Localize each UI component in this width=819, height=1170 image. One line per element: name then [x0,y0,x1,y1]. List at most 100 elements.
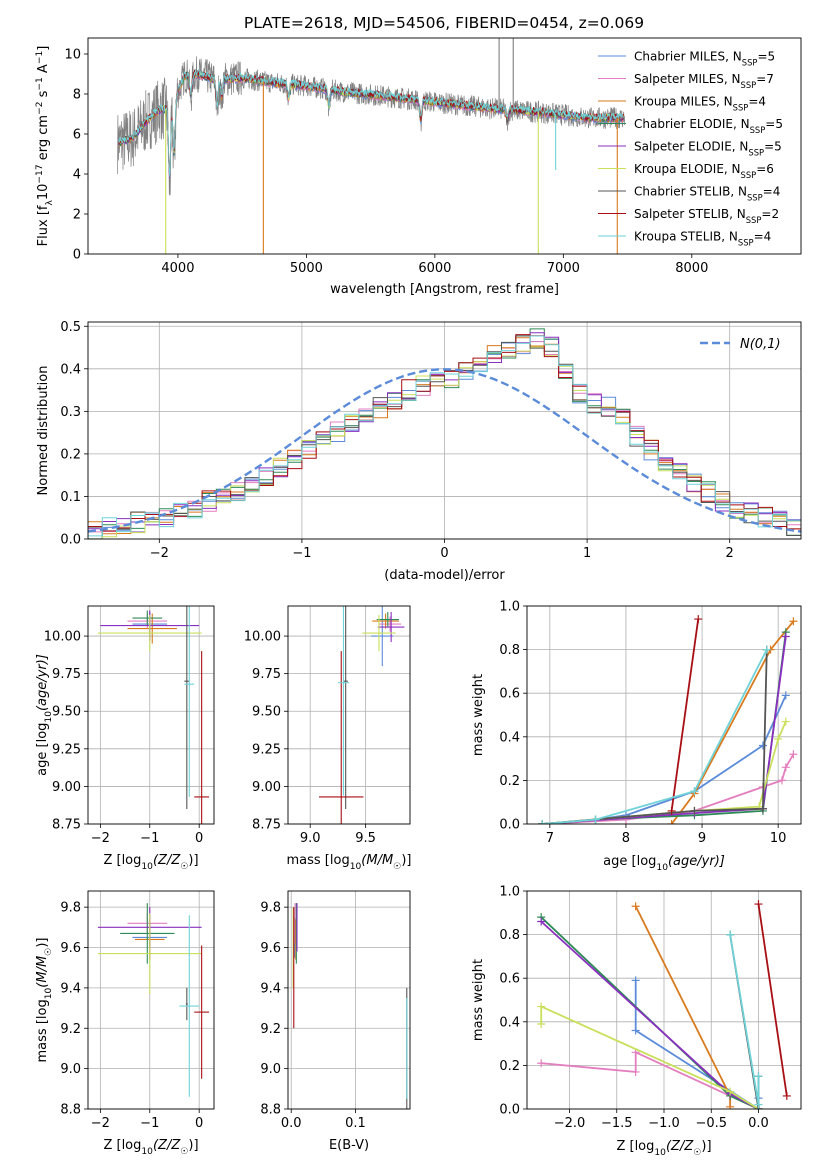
weight-marker-kroupa-elodie [537,1019,546,1028]
y-tick-label: 8.8 [60,1103,81,1118]
y-tick-label: 9.4 [60,981,81,996]
y-axis-label-part: 10 [44,711,54,723]
x-axis-label-part: )] [188,853,198,868]
weight-marker-kroupa-stelib [726,930,735,939]
weight-marker-salpeter-miles [631,1067,640,1076]
y-axis-label: age [log10(age/yr)] [35,654,54,776]
y-axis-label: mass weight [471,674,486,756]
plot-area [97,903,210,1097]
weight-line-kroupa-stelib [542,649,768,824]
x-axis-label-part: )] [701,1139,711,1154]
x-tick-label: −2 [91,1116,110,1131]
legend-label-kroupa-miles-part: SSP [733,103,749,113]
y-tick-label: 8.75 [52,818,81,833]
y-tick-label: 0.6 [499,687,520,702]
weight-marker-kroupa-elodie [781,717,790,726]
legend-label-normal: N(0,1) [740,337,781,352]
y-tick-label: 0 [73,248,81,263]
legend-label-chabrier-stelib-part: SSP [747,193,763,203]
y-tick-label: 6 [73,128,81,143]
x-axis-label-part: )] [188,1138,198,1153]
axes-frame [87,321,802,540]
weight-line-salpeter-stelib [670,618,700,812]
x-tick-label: 0.0 [281,1116,302,1131]
y-tick-label: 8.75 [252,818,281,833]
x-axis-label-part: age [log [603,854,656,869]
legend-label-kroupa-stelib-part: =4 [754,230,772,244]
plot-area [538,615,798,824]
axes-frame [526,890,802,1110]
legend-label-kroupa-stelib: Kroupa STELIB, NSSP=4 [634,230,771,248]
legend-label-chabrier-elodie-part: =5 [765,117,783,131]
y-tick-label: 0.2 [499,774,520,789]
legend-label-salpeter-miles-part: =7 [756,72,774,86]
legend-label-kroupa-miles-part: =4 [748,95,766,109]
y-tick-label: 9.00 [52,780,81,795]
y-tick-label: 8 [73,88,81,103]
x-tick-label: −1 [140,1116,159,1131]
x-axis-label-part: (age/yr)] [668,854,725,869]
x-tick-label: 2 [726,546,734,561]
legend-label-salpeter-stelib-part: Salpeter STELIB, N [634,207,746,221]
x-tick-label: 8 [622,831,630,846]
legend-label-salpeter-elodie-part: =5 [764,140,782,154]
normal-curve [88,368,801,533]
x-tick-label: 9 [698,831,706,846]
x-tick-label: 0 [195,831,203,846]
y-axis-label-part: ] [36,46,51,51]
y-tick-label: 0.8 [499,928,520,943]
y-tick-label: 9.0 [60,1062,81,1077]
y-tick-label: 10.00 [44,630,81,645]
x-axis-label-part: 10 [141,1147,153,1157]
x-axis-label-part: ☉ [180,862,188,872]
x-axis-label-part: 10 [654,1148,666,1158]
x-axis-label-part: (Z/Z [153,853,181,868]
legend-label-kroupa-stelib-part: Kroupa STELIB, N [634,230,738,244]
x-axis-label-part: 10 [350,862,362,872]
grid [88,606,214,825]
x-axis-label-part: Z [log [616,1139,654,1154]
weight-marker-kroupa-stelib [591,815,600,824]
legend-label-chabrier-stelib-part: =4 [763,185,781,199]
weight-marker-chabrier-miles [631,1026,640,1035]
y-axis-label: mass weight [471,959,486,1041]
weight-marker-kroupa-miles [789,617,798,626]
y-axis-label-part: erg cm [36,115,51,164]
x-tick-label: −1.0 [648,1116,680,1131]
spectrum-axes: 4000 5000 6000 7000 8000 0 2 4 6 8 10 wavelength [A… [35,37,802,297]
weight-marker-chabrier-miles [758,741,767,750]
y-axis-label-part: A [36,64,51,77]
y-tick-label: 0.1 [60,490,81,505]
x-axis-label: Z [log10(Z/Z☉)] [103,1138,198,1157]
x-tick-label: 7 [546,831,554,846]
y-tick-label: 8.8 [260,1103,281,1118]
weight-marker-salpeter-stelib [667,806,676,815]
x-tick-label: 0.0 [748,1116,769,1131]
y-axis-label-part: (M/M [35,956,50,988]
y-tick-label: 9.8 [260,901,281,916]
x-tick-label: −0.5 [695,1116,727,1131]
y-tick-label: 9.25 [52,742,81,757]
weight-marker-kroupa-miles [726,1102,735,1109]
weight-marker-chabrier-miles [631,976,640,985]
x-axis-label-part: )] [401,853,411,868]
weight-marker-salpeter-elodie [781,632,790,641]
plot-area [88,328,801,539]
model-spectrum-kroupa-stelib [118,68,624,177]
weight-line-salpeter-stelib [757,903,788,1097]
grid [88,322,801,540]
x-tick-label: 0.1 [345,1116,366,1131]
grid [288,606,410,825]
y-tick-label: 10.00 [244,630,281,645]
x-axis-label-part: ☉ [393,862,401,872]
weight-marker-chabrier-stelib [758,804,767,813]
y-tick-label: 0.8 [499,643,520,658]
weight-marker-kroupa-stelib [762,645,771,654]
x-tick-label: −2 [91,831,110,846]
legend-label-kroupa-miles-part: Kroupa MILES, N [634,95,733,109]
y-axis-label-part: mass [log [35,999,50,1062]
x-axis-label-part: ☉ [180,1147,188,1157]
legend-label-salpeter-miles: Salpeter MILES, NSSP=7 [634,72,774,90]
x-axis-label-part: 10 [141,862,153,872]
